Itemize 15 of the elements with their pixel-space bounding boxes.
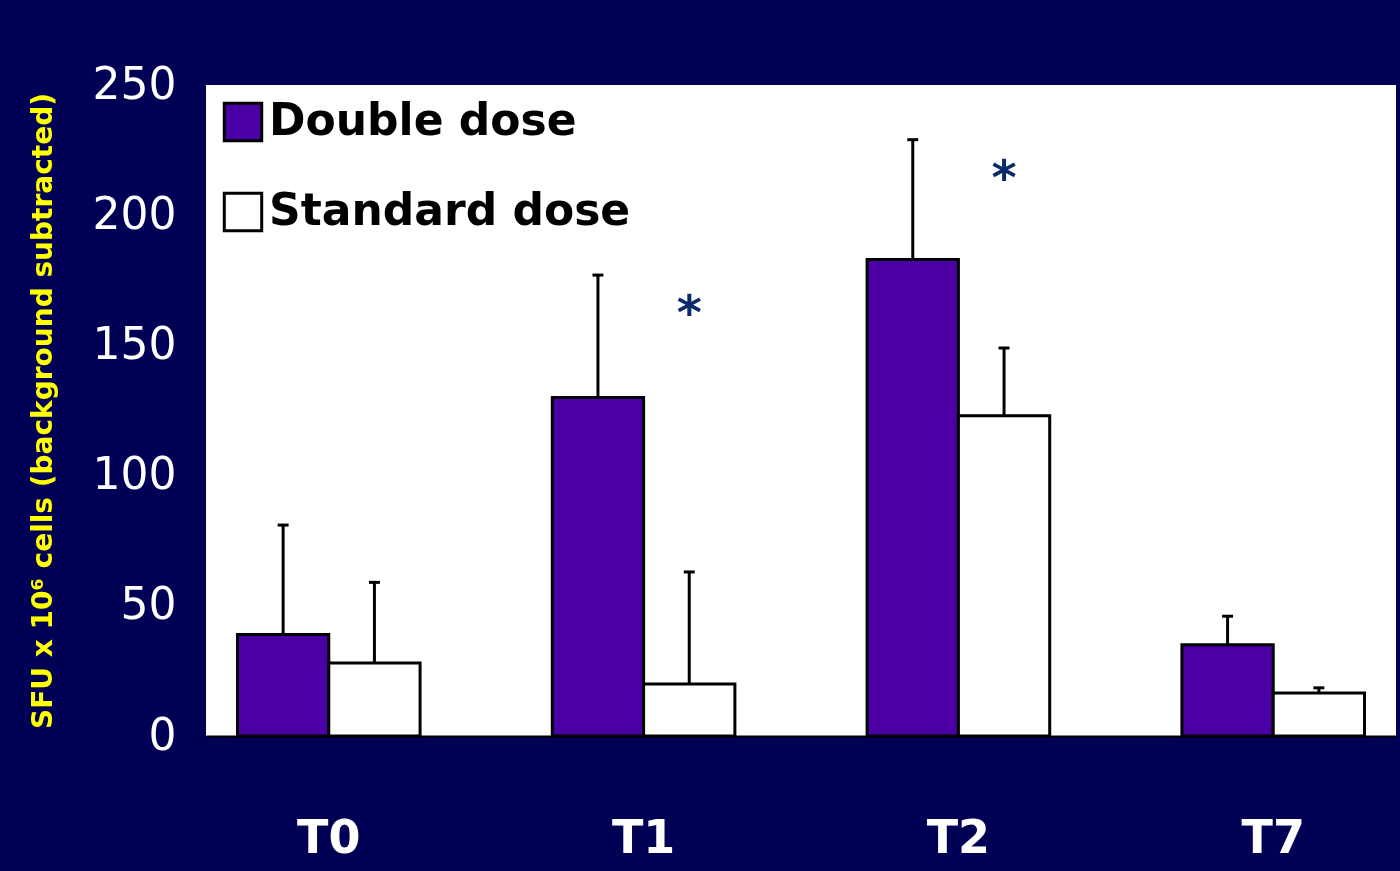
y-tick-label: 200 [92,187,177,239]
y-tick-label: 250 [92,57,177,109]
y-tick-label: 150 [92,317,177,369]
y-tick-label: 50 [120,578,177,630]
x-tick-label: T0 [297,809,361,864]
annotation: * [991,148,1017,205]
x-tick-label: T1 [611,809,676,864]
legend-label: Standard dose [269,184,631,235]
y-tick-label: 100 [92,448,177,500]
x-tick-label: T2 [926,809,991,864]
y-tick-label: 0 [148,708,177,760]
x-tick-label: T7 [1241,809,1305,864]
annotation: * [676,284,702,341]
legend-label: Double dose [269,94,577,145]
y-axis-title: SFU x 10⁶ cells (background subtracted) [25,92,59,730]
